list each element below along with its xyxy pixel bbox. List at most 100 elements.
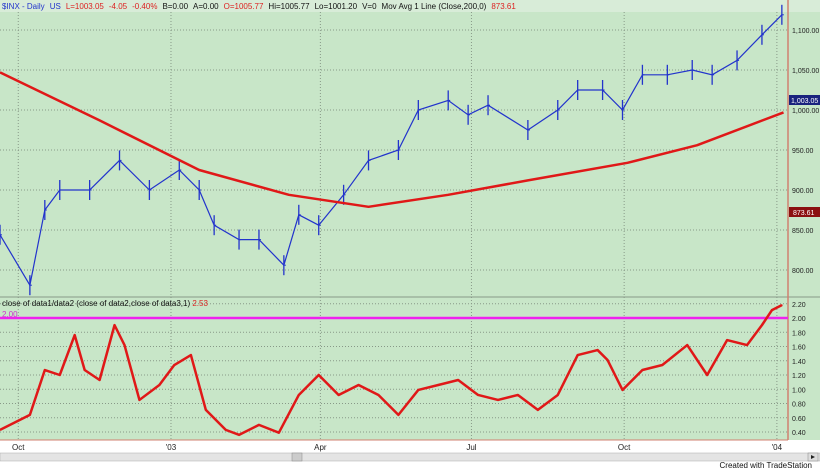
- ratio-point: [238, 434, 240, 436]
- ratio-point: [746, 344, 748, 346]
- arrow-right-icon: [811, 455, 815, 459]
- ma-marker-label: 873.61: [793, 210, 815, 217]
- ratio-point: [0, 429, 1, 431]
- sub-y-tick-label: 2.20: [792, 302, 806, 309]
- symbol: $INX - Daily: [2, 2, 45, 11]
- level-label: 2.00: [2, 310, 18, 319]
- ratio-point: [113, 324, 116, 326]
- price-line: [0, 14, 783, 287]
- header-strip: [0, 0, 820, 12]
- x-tick-label: Oct: [618, 443, 631, 452]
- ratio-point: [317, 374, 320, 376]
- y-tick-label: 800.00: [792, 268, 814, 275]
- ratio-point: [298, 394, 300, 396]
- ratio-point: [686, 344, 689, 346]
- ratio-point: [457, 379, 459, 381]
- indicator-name: Mov Avg 1 Line (Close,200,0): [381, 2, 487, 11]
- y-tick-label: 1,100.00: [792, 28, 819, 35]
- change-pct: -0.40%: [132, 2, 158, 11]
- x-tick-label: Jul: [466, 443, 476, 452]
- ask: A=0.00: [193, 2, 219, 11]
- ratio-point: [138, 399, 141, 401]
- sub-y-tick-label: 0.40: [792, 430, 806, 437]
- volume: V=0: [362, 2, 377, 11]
- last-price: L=1003.05: [65, 2, 104, 11]
- ratio-point: [357, 384, 360, 386]
- ratio-point: [83, 369, 86, 371]
- credit: Created with TradeStation: [719, 461, 813, 470]
- sub-y-tick-label: 0.80: [792, 402, 806, 409]
- y-tick-label: 950.00: [792, 148, 814, 155]
- y-tick-label: 1,050.00: [792, 68, 819, 75]
- x-tick-label: Apr: [314, 443, 327, 452]
- change: -4.05: [108, 2, 128, 11]
- bid: B=0.00: [162, 2, 189, 11]
- ratio-point: [224, 429, 227, 431]
- ratio-point: [258, 424, 260, 426]
- sub-y-tick-label: 0.60: [792, 416, 806, 423]
- high: Hi=1005.77: [268, 2, 310, 11]
- ratio-point: [621, 389, 624, 391]
- ratio-point: [706, 374, 708, 376]
- ratio-point: [661, 364, 664, 366]
- ma-marker: [789, 207, 820, 217]
- ratio-point: [377, 394, 380, 396]
- ratio-point: [173, 364, 176, 366]
- y-tick-label: 900.00: [792, 188, 814, 195]
- sub-indicator-name: close of data1/data2 (close of data2,clo…: [2, 299, 191, 308]
- ratio-point: [726, 339, 728, 341]
- ratio-point: [278, 431, 280, 434]
- sub-y-tick-label: 1.00: [792, 387, 806, 394]
- ratio-point: [58, 374, 61, 376]
- scrollbar-track: [0, 452, 820, 462]
- ratio-point: [337, 394, 340, 396]
- exchange: US: [49, 2, 61, 11]
- ratio-point: [556, 394, 559, 396]
- ratio-point: [497, 399, 499, 401]
- y-tick-label: 850.00: [792, 228, 814, 235]
- low: Lo=1001.20: [314, 2, 358, 11]
- ratio-point: [417, 389, 420, 391]
- ratio-point: [576, 354, 579, 356]
- last-price-marker-label: 1,003.05: [791, 98, 818, 105]
- sub-indicator-value: 2.53: [192, 299, 208, 308]
- chart-header: $INX - Daily US L=1003.05 -4.05 -0.40% B=0.00…: [2, 2, 521, 11]
- ratio-point: [517, 394, 519, 396]
- ratio-point: [158, 384, 161, 386]
- ratio-point: [205, 409, 207, 411]
- ratio-point: [190, 354, 192, 356]
- open: O=1005.77: [223, 2, 264, 11]
- ratio-point: [44, 369, 46, 371]
- sub-panel-header: close of data1/data2 (close of data2,clo…: [2, 299, 208, 308]
- sub-y-tick-label: 1.80: [792, 330, 806, 337]
- moving-average-line: [0, 71, 784, 209]
- scrollbar-thumb[interactable]: [291, 452, 303, 462]
- ratio-point: [397, 414, 400, 416]
- ratio-point: [771, 309, 773, 311]
- horizontal-scrollbar[interactable]: [0, 452, 820, 462]
- last-price-marker: [789, 95, 820, 105]
- ratio-point: [606, 359, 609, 361]
- x-tick-label: '03: [166, 443, 177, 452]
- x-tick-label: Oct: [12, 443, 25, 452]
- ratio-point: [641, 369, 644, 371]
- sub-y-tick-label: 1.60: [792, 345, 806, 352]
- plot-background: [0, 0, 820, 440]
- ratio-point: [781, 304, 783, 306]
- x-tick-label: '04: [772, 443, 783, 452]
- ratio-point: [73, 334, 76, 336]
- y-tick-label: 1,000.00: [792, 108, 819, 115]
- sub-y-tick-label: 2.00: [792, 316, 806, 323]
- indicator-value: 873.61: [491, 2, 516, 11]
- ratio-point: [437, 384, 440, 386]
- ratio-point: [596, 349, 599, 351]
- ratio-point: [761, 324, 763, 326]
- ratio-point: [537, 409, 539, 411]
- ratio-point: [98, 379, 101, 381]
- ratio-point: [123, 344, 126, 346]
- sub-y-tick-label: 1.40: [792, 359, 806, 366]
- ratio-point: [477, 394, 479, 396]
- sub-y-tick-label: 1.20: [792, 373, 806, 380]
- ratio-point: [29, 414, 31, 416]
